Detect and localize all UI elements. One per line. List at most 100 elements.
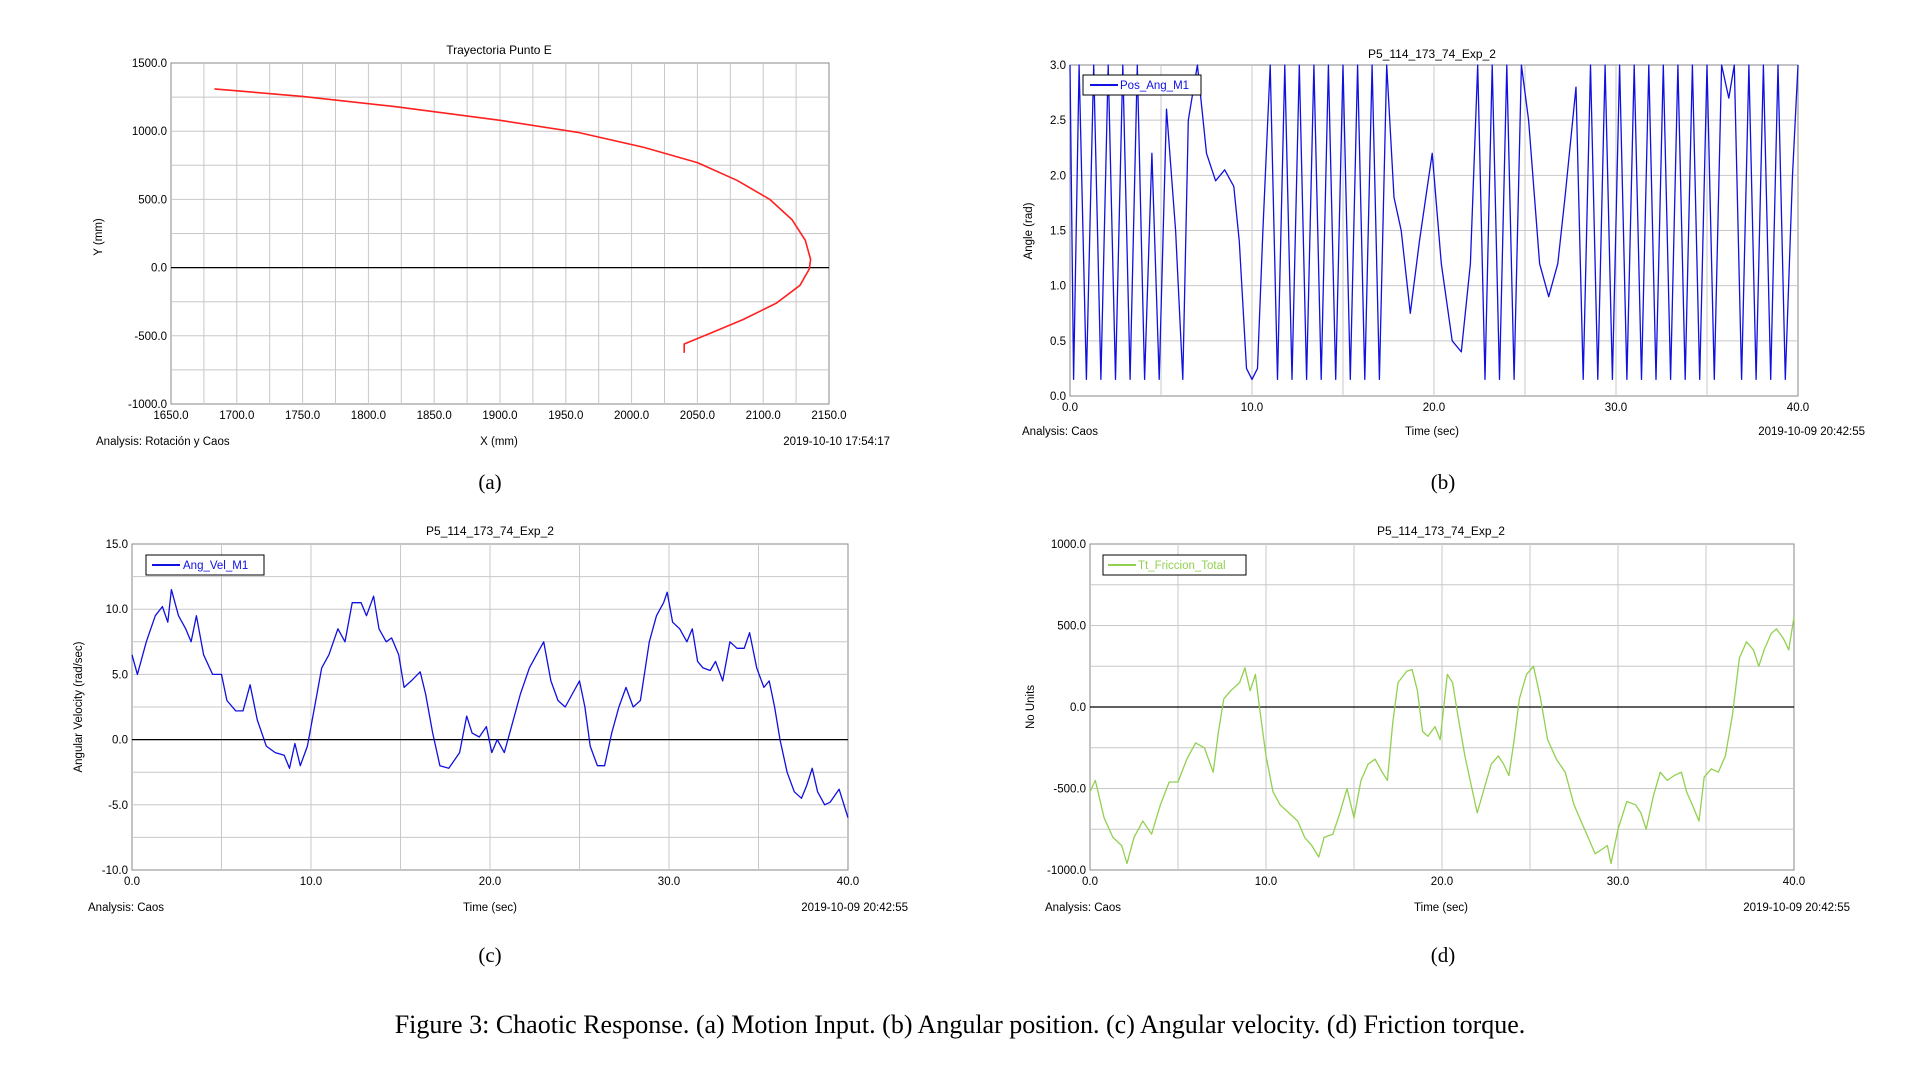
x-tick-labels: 0.0 10.0 20.0 30.0 40.0 <box>1082 876 1805 888</box>
x-tick-label: 1900.0 <box>482 410 517 422</box>
y-tick-label: 1000.0 <box>1051 539 1086 551</box>
chart-title: P5_114_173_74_Exp_2 <box>426 524 554 538</box>
legend-box <box>1102 554 1247 576</box>
series <box>131 588 849 818</box>
sub-label-a: (a) <box>478 470 502 494</box>
x-tick-labels: 0.0 10.0 20.0 30.0 40.0 <box>124 876 859 888</box>
x-tick-label: 30.0 <box>1607 876 1629 888</box>
y-tick-label: -5.0 <box>108 800 128 812</box>
timestamp: 2019-10-09 20:42:55 <box>801 902 908 914</box>
legend-label: Tt_Friccion_Total <box>1138 560 1226 572</box>
y-axis-label: Y (mm) <box>93 218 105 256</box>
series <box>214 88 812 353</box>
legend-box <box>145 554 265 576</box>
friction-torque-chart: P5_114_173_74_Exp_2 0.0 10.0 20.0 30.0 40.0 … <box>1025 524 1850 914</box>
x-tick-label: 20.0 <box>1423 402 1445 414</box>
x-tick-label: 10.0 <box>300 876 322 888</box>
legend: Pos_Ang_M1 <box>1082 74 1202 96</box>
x-tick-label: 20.0 <box>1431 876 1453 888</box>
legend: Ang_Vel_M1 <box>145 554 265 576</box>
chart-panel-b: P5_114_173_74_Exp_2 0.0 10.0 20.0 30.0 40.0 … <box>1020 45 1880 475</box>
x-axis-label: X (mm) <box>480 436 518 448</box>
figure-caption: Figure 3: Chaotic Response. (a) Motion I… <box>394 1010 1526 1039</box>
y-tick-label: 1.5 <box>1050 226 1066 238</box>
y-tick-label: 1500.0 <box>132 58 167 70</box>
y-tick-label: 0.5 <box>1050 336 1066 348</box>
legend: Tt_Friccion_Total <box>1102 554 1247 576</box>
y-tick-label: -500.0 <box>134 331 167 343</box>
y-tick-label: 5.0 <box>112 669 128 681</box>
y-tick-labels: 1000.0 500.0 0.0 -500.0 -1000.0 <box>1047 539 1086 877</box>
y-tick-label: 0.0 <box>1070 702 1086 714</box>
y-tick-label: 2.0 <box>1050 170 1066 182</box>
x-tick-label: 30.0 <box>1605 402 1627 414</box>
y-axis-label: Angular Velocity (rad/sec) <box>73 641 85 772</box>
x-tick-label: 1950.0 <box>548 410 583 422</box>
legend-label: Pos_Ang_M1 <box>1120 80 1189 92</box>
y-tick-label: 0.0 <box>112 735 128 747</box>
analysis-label: Analysis: Caos <box>1022 426 1098 438</box>
x-tick-label: 1700.0 <box>219 410 254 422</box>
x-tick-label: 0.0 <box>1082 876 1098 888</box>
y-tick-label: 3.0 <box>1050 60 1066 72</box>
y-tick-labels: 15.0 10.0 5.0 0.0 -5.0 -10.0 <box>102 539 128 877</box>
sub-label-b: (b) <box>1430 470 1456 494</box>
series-line <box>1089 617 1795 865</box>
x-tick-label: 1800.0 <box>351 410 386 422</box>
series <box>1069 64 1799 381</box>
x-tick-label: 1650.0 <box>153 410 188 422</box>
x-tick-label: 2100.0 <box>746 410 781 422</box>
y-tick-label: 1.0 <box>1050 281 1066 293</box>
y-tick-label: -500.0 <box>1053 784 1086 796</box>
x-tick-label: 2000.0 <box>614 410 649 422</box>
x-tick-label: 1750.0 <box>285 410 320 422</box>
x-tick-label: 10.0 <box>1241 402 1263 414</box>
trajectory-chart: Trayectoria Punto E 1650.0 1700.0 1750.0 18… <box>93 43 890 448</box>
x-axis-label: Time (sec) <box>1405 426 1459 438</box>
chart-title: Trayectoria Punto E <box>446 43 552 57</box>
grid <box>171 63 829 404</box>
chart-panel-c: P5_114_173_74_Exp_2 0.0 10.0 20.0 30.0 40.0 … <box>70 522 910 922</box>
x-tick-label: 1850.0 <box>417 410 452 422</box>
analysis-label: Analysis: Caos <box>88 902 164 914</box>
grid <box>1070 65 1798 396</box>
series-line <box>1069 64 1799 381</box>
chart-panel-d: P5_114_173_74_Exp_2 0.0 10.0 20.0 30.0 40.0 … <box>1020 522 1880 922</box>
y-tick-label: 1000.0 <box>132 126 167 138</box>
sub-label-c: (c) <box>478 943 502 967</box>
y-tick-label: 500.0 <box>1057 621 1086 633</box>
legend-box <box>1082 74 1202 96</box>
x-tick-label: 0.0 <box>1062 402 1078 414</box>
y-tick-label: 0.0 <box>151 263 167 275</box>
chart-title: P5_114_173_74_Exp_2 <box>1377 524 1505 538</box>
y-tick-label: 2.5 <box>1050 115 1066 127</box>
angular-position-chart: P5_114_173_74_Exp_2 0.0 10.0 20.0 30.0 40.0 … <box>1022 47 1865 438</box>
x-tick-label: 10.0 <box>1255 876 1277 888</box>
y-tick-labels: 1500.0 1000.0 500.0 0.0 -500.0 -1000.0 <box>128 58 167 411</box>
y-tick-label: -1000.0 <box>128 399 167 411</box>
x-axis-label: Time (sec) <box>1414 902 1468 914</box>
series-line <box>214 88 812 353</box>
x-tick-label: 2150.0 <box>811 410 846 422</box>
sub-label-d: (d) <box>1430 943 1456 967</box>
x-tick-label: 0.0 <box>124 876 140 888</box>
timestamp: 2019-10-10 17:54:17 <box>783 436 890 448</box>
chart-panel-a: Trayectoria Punto E 1650.0 1700.0 1750.0 18… <box>80 40 900 470</box>
y-tick-label: 15.0 <box>106 539 128 551</box>
y-tick-label: 500.0 <box>138 194 167 206</box>
x-tick-labels: 1650.0 1700.0 1750.0 1800.0 1850.0 1900.0 1950… <box>153 410 846 422</box>
x-tick-label: 40.0 <box>837 876 859 888</box>
legend-label: Ang_Vel_M1 <box>183 560 248 572</box>
y-axis-label: No Units <box>1025 685 1037 729</box>
y-tick-label: 0.0 <box>1050 391 1066 403</box>
timestamp: 2019-10-09 20:42:55 <box>1743 902 1850 914</box>
x-tick-label: 30.0 <box>658 876 680 888</box>
angular-velocity-chart: P5_114_173_74_Exp_2 0.0 10.0 20.0 30.0 40.0 … <box>73 524 908 914</box>
y-tick-labels: 3.0 2.5 2.0 1.5 1.0 0.5 0.0 <box>1050 60 1066 403</box>
x-axis-label: Time (sec) <box>463 902 517 914</box>
analysis-label: Analysis: Rotación y Caos <box>96 436 230 448</box>
x-tick-label: 20.0 <box>479 876 501 888</box>
y-tick-label: -1000.0 <box>1047 865 1086 877</box>
x-tick-label: 2050.0 <box>680 410 715 422</box>
y-axis-label: Angle (rad) <box>1023 202 1035 259</box>
